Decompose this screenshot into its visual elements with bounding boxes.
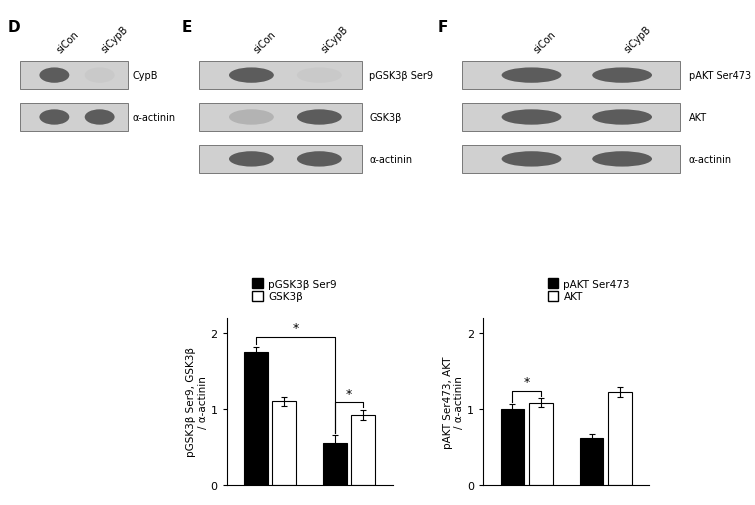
Text: pGSK3β Ser9: pGSK3β Ser9	[369, 71, 433, 81]
Ellipse shape	[39, 110, 69, 125]
Text: siCon: siCon	[251, 29, 277, 55]
Bar	[199, 145, 362, 174]
Text: siCypB: siCypB	[100, 24, 131, 55]
Bar	[199, 62, 362, 90]
Text: *: *	[346, 387, 353, 400]
Ellipse shape	[297, 152, 342, 167]
Text: GSK3β: GSK3β	[369, 113, 402, 123]
Bar	[20, 62, 128, 90]
Bar	[580, 438, 603, 485]
Bar	[244, 352, 267, 485]
Text: E: E	[181, 20, 192, 35]
Bar	[462, 145, 680, 174]
Text: siCon: siCon	[54, 29, 80, 55]
Text: siCypB: siCypB	[319, 24, 350, 55]
Bar	[352, 415, 375, 485]
Bar	[199, 104, 362, 132]
Ellipse shape	[592, 68, 652, 84]
Text: *: *	[292, 322, 298, 335]
Bar	[20, 104, 128, 132]
Ellipse shape	[592, 110, 652, 125]
Ellipse shape	[592, 152, 652, 167]
Text: AKT: AKT	[689, 113, 707, 123]
Text: F: F	[438, 20, 448, 35]
Legend: pGSK3β Ser9, GSK3β: pGSK3β Ser9, GSK3β	[252, 279, 337, 302]
Ellipse shape	[39, 68, 69, 84]
Text: siCypB: siCypB	[622, 24, 653, 55]
Y-axis label: pGSK3β Ser9, GSK3β
/ α-actinin: pGSK3β Ser9, GSK3β / α-actinin	[186, 346, 208, 457]
Text: CypB: CypB	[133, 71, 159, 81]
Bar	[273, 401, 296, 485]
Bar	[323, 443, 347, 485]
Text: *: *	[523, 376, 530, 389]
Text: α-actinin: α-actinin	[369, 155, 412, 165]
Ellipse shape	[501, 152, 562, 167]
Ellipse shape	[229, 68, 274, 84]
Text: D: D	[8, 20, 20, 35]
Ellipse shape	[229, 110, 274, 125]
Bar	[462, 104, 680, 132]
Ellipse shape	[85, 110, 115, 125]
Y-axis label: pAKT Ser473, AKT
/ α-actinin: pAKT Ser473, AKT / α-actinin	[442, 356, 464, 447]
Bar	[462, 62, 680, 90]
Text: siCon: siCon	[532, 29, 557, 55]
Ellipse shape	[501, 110, 562, 125]
Ellipse shape	[85, 68, 115, 84]
Bar	[529, 403, 553, 485]
Ellipse shape	[297, 110, 342, 125]
Bar	[501, 409, 524, 485]
Ellipse shape	[297, 68, 342, 84]
Legend: pAKT Ser473, AKT: pAKT Ser473, AKT	[548, 279, 630, 302]
Ellipse shape	[229, 152, 274, 167]
Bar	[609, 392, 632, 485]
Text: α-actinin: α-actinin	[689, 155, 732, 165]
Text: pAKT Ser473: pAKT Ser473	[689, 71, 750, 81]
Ellipse shape	[501, 68, 562, 84]
Text: α-actinin: α-actinin	[133, 113, 176, 123]
